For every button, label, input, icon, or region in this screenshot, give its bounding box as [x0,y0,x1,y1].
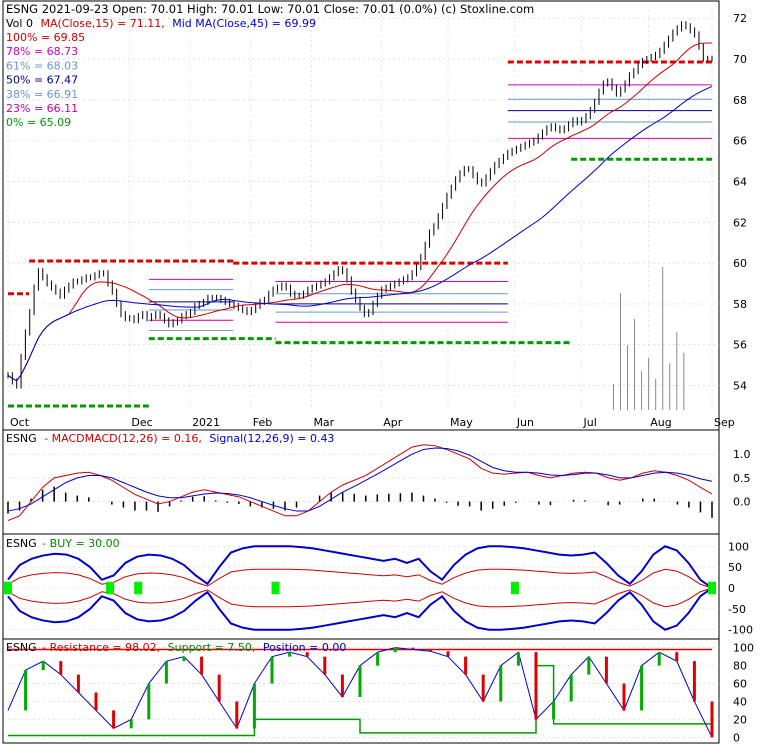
buy-label: - BUY = 30.00 [42,537,119,550]
res-y-tick: 40 [733,695,747,708]
buy-lower-inner [7,587,713,608]
price-x-tick: May [450,416,473,429]
buy-legend: ESNG - BUY = 30.00 [6,537,120,550]
axis-ticks: 54 56 58 60 62 64 66 68 70 72 Oct Dec 2021 Feb Mar Apr M… [10,12,754,744]
fib-label: 100% = 69.85 [6,31,85,44]
support-line [8,664,713,737]
res-y-tick: 100 [733,642,754,655]
support-label: Support = 7.50, [168,641,256,654]
buy-signal-marker [134,581,143,595]
price-levels [8,60,712,408]
resistance-legend: ESNG - Resistance = 98.02, Support = 7.5… [6,641,346,654]
price-y-tick: 54 [733,380,747,393]
buy-signal-marker [271,581,280,595]
buy-signal-marker [510,581,519,595]
price-x-tick: Jul [583,416,597,429]
price-candles [7,21,713,389]
buy-y-tick: 0 [728,582,735,595]
res-y-tick: 20 [733,713,747,726]
fib-label: 61% = 68.03 [6,59,78,72]
price-x-tick: Sep [714,416,735,429]
res-label: - Resistance = 98.02, [42,641,160,654]
macd-series [7,444,713,521]
ma-legend: Vol 0 MA(Close,15) = 71.11, Mid MA(Close… [6,17,316,30]
ma45-line [7,85,713,382]
res-y-tick: 80 [733,660,747,673]
buy-ticker: ESNG [6,537,37,550]
buy-series [4,545,716,631]
price-x-tick: Jun [516,416,534,429]
price-x-tick: Aug [650,416,671,429]
price-x-tick: Mar [313,416,334,429]
price-x-tick: Apr [383,416,403,429]
macd-signal-label: Signal(12,26,9) = 0.43 [209,432,334,445]
price-y-tick: 68 [733,94,747,107]
price-y-tick: 56 [733,339,747,352]
price-y-tick: 66 [733,135,747,148]
buy-y-tick: -100 [728,624,753,637]
ma15-label: MA(Close,15) = 71.11, [40,17,164,30]
res-y-tick: 0 [733,731,740,744]
buy-signal-marker [4,581,12,595]
macd-y-tick: 1.0 [733,448,751,461]
ma45-label: Mid MA(Close,45) = 69.99 [172,17,316,30]
price-x-tick: Dec [131,416,152,429]
price-y-tick: 70 [733,53,747,66]
res-ticker: ESNG [6,641,37,654]
fib-label: 50% = 67.47 [6,74,78,87]
fib-label: 23% = 66.11 [6,102,78,115]
price-y-tick: 64 [733,175,747,188]
header-quote: ESNG 2021-09-23 Open: 70.01 High: 70.01 … [6,2,534,16]
price-y-tick: 62 [733,216,747,229]
buy-upper-band [7,545,713,589]
fib-label: 78% = 68.73 [6,45,78,58]
fib-label: 0% = 65.09 [6,116,71,129]
position-label: Position = 0.00 [263,641,347,654]
macd-legend: ESNG - MACDMACD(12,26) = 0.16, Signal(12… [6,432,334,445]
signal-line [7,447,713,512]
price-x-tick: Oct [10,416,30,429]
macd-y-tick: 0.5 [733,472,751,485]
macd-ticker: ESNG [6,432,37,445]
buy-upper-inner [7,568,713,589]
fib-label: 38% = 66.91 [6,88,78,101]
buy-y-tick: 50 [728,561,742,574]
buy-lower-band [7,587,713,631]
gridlines [7,10,719,738]
resistance-series [7,647,714,738]
price-x-tick: 2021 [192,416,220,429]
price-y-tick: 72 [733,12,747,25]
macd-label: - MACDMACD(12,26) = 0.16, [44,432,202,445]
vol-label: Vol 0 [6,17,33,30]
price-y-tick: 58 [733,298,747,311]
buy-y-tick: -50 [728,603,746,616]
price-y-tick: 60 [733,257,747,270]
buy-signal-marker [106,581,115,595]
price-x-tick: Feb [253,416,272,429]
buy-y-tick: 100 [728,540,749,553]
moving-averages [7,42,713,382]
resistance-panel-frame [2,638,720,744]
buy-signal-marker [708,581,716,595]
volume-bars [612,267,685,410]
res-y-tick: 60 [733,678,747,691]
ma15-line [7,42,713,382]
macd-y-tick: 0.0 [733,496,751,509]
